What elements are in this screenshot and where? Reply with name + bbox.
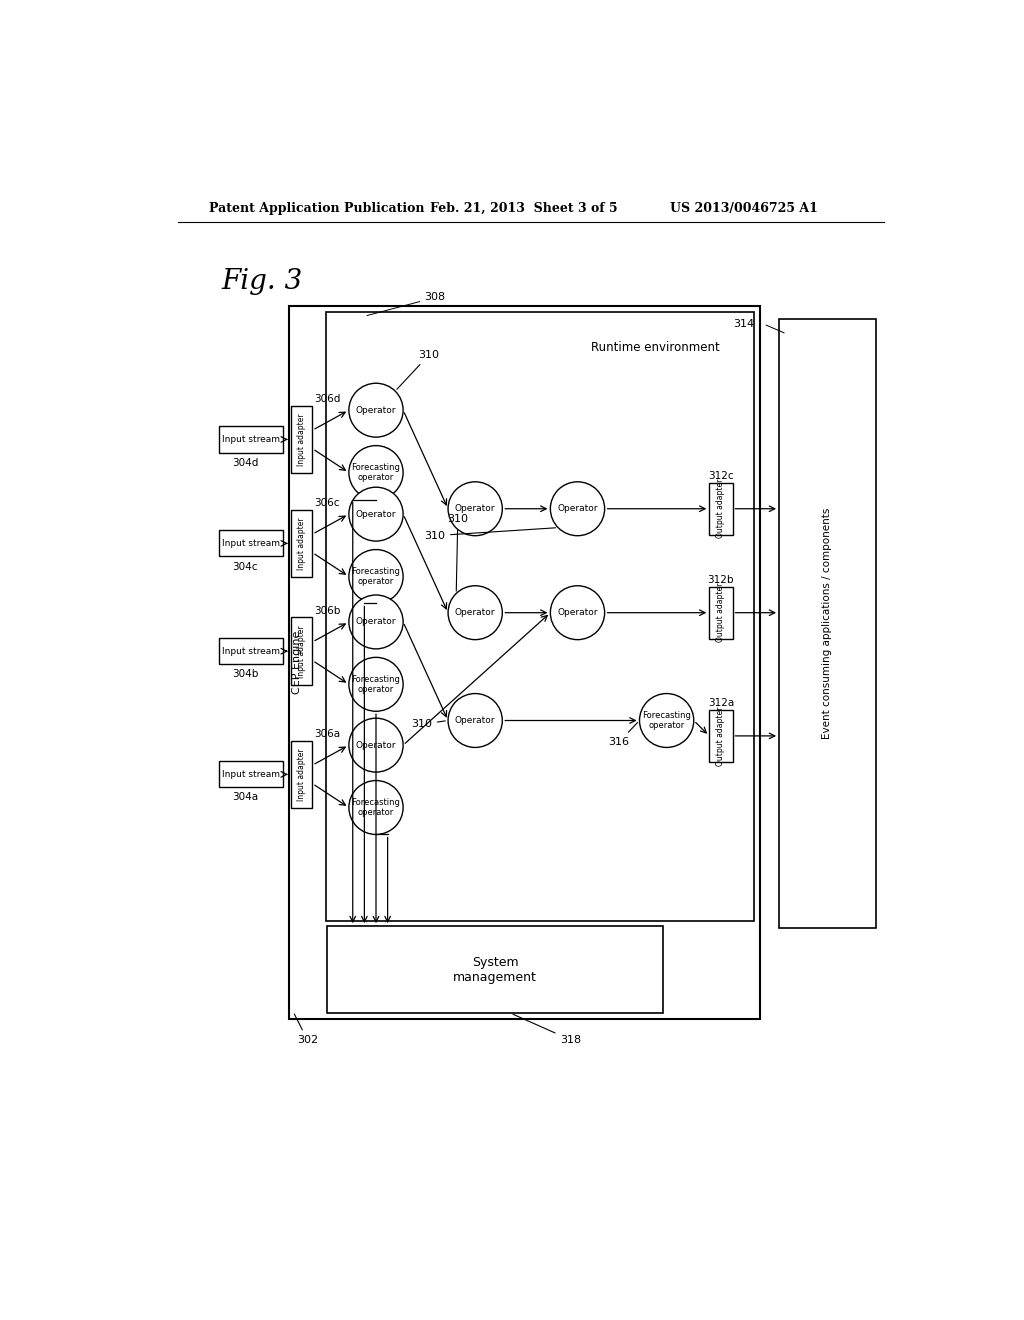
Text: 306a: 306a (314, 730, 340, 739)
Text: Input stream: Input stream (222, 770, 281, 779)
Text: Operator: Operator (355, 405, 396, 414)
Text: System
management: System management (453, 956, 537, 983)
Bar (291, 741, 312, 808)
Bar (219, 426, 283, 453)
Text: Output adapter: Output adapter (717, 583, 725, 643)
Text: 306c: 306c (314, 499, 340, 508)
Bar (291, 618, 312, 685)
Text: Forecasting
operator: Forecasting operator (351, 797, 400, 817)
Bar (710, 710, 732, 762)
Text: Operator: Operator (355, 618, 396, 627)
Circle shape (550, 482, 604, 536)
Circle shape (640, 693, 693, 747)
Circle shape (349, 446, 403, 499)
Text: 304d: 304d (231, 458, 258, 467)
Text: Forecasting
operator: Forecasting operator (351, 675, 400, 694)
Text: US 2013/0046725 A1: US 2013/0046725 A1 (671, 202, 818, 215)
Text: 316: 316 (608, 722, 638, 747)
Circle shape (349, 549, 403, 603)
Bar (710, 586, 732, 639)
Bar (219, 531, 283, 557)
Text: 304a: 304a (232, 792, 258, 803)
Text: 310: 310 (424, 528, 556, 541)
Bar (219, 762, 283, 788)
Text: Input adapter: Input adapter (297, 413, 306, 466)
Circle shape (349, 487, 403, 541)
Text: Operator: Operator (557, 504, 598, 513)
Text: Operator: Operator (455, 609, 496, 618)
Text: Input stream: Input stream (222, 539, 281, 548)
Circle shape (349, 780, 403, 834)
Text: Operator: Operator (455, 504, 496, 513)
Text: 312b: 312b (708, 574, 734, 585)
Circle shape (449, 586, 503, 640)
Text: Feb. 21, 2013  Sheet 3 of 5: Feb. 21, 2013 Sheet 3 of 5 (430, 202, 617, 215)
Text: Event consuming applications / components: Event consuming applications / component… (822, 508, 833, 739)
Text: 318: 318 (513, 1014, 582, 1045)
Text: Output adapter: Output adapter (717, 479, 725, 539)
Text: Operator: Operator (455, 715, 496, 725)
Circle shape (349, 718, 403, 772)
Bar (328, 927, 663, 1014)
Bar (710, 483, 732, 535)
Text: 310: 310 (397, 350, 439, 389)
Circle shape (349, 657, 403, 711)
Text: 312a: 312a (708, 698, 734, 708)
Circle shape (550, 586, 604, 640)
Bar (219, 638, 283, 664)
Bar (326, 313, 755, 921)
Text: 304b: 304b (231, 669, 258, 680)
Text: 312c: 312c (708, 471, 733, 480)
Bar (779, 318, 876, 928)
Circle shape (349, 383, 403, 437)
Text: 310: 310 (411, 719, 445, 730)
Text: Output adapter: Output adapter (717, 706, 725, 766)
Text: 310: 310 (447, 513, 468, 591)
Text: 304c: 304c (232, 561, 258, 572)
Text: Input stream: Input stream (222, 436, 281, 444)
Text: Operator: Operator (355, 741, 396, 750)
Text: Operator: Operator (355, 510, 396, 519)
Text: 306d: 306d (314, 395, 340, 404)
Circle shape (449, 693, 503, 747)
Bar (291, 510, 312, 577)
Bar (289, 306, 760, 1019)
Text: 306b: 306b (314, 606, 340, 616)
Text: Runtime environment: Runtime environment (591, 341, 720, 354)
Text: Forecasting
operator: Forecasting operator (351, 463, 400, 482)
Text: Patent Application Publication: Patent Application Publication (209, 202, 425, 215)
Text: Input adapter: Input adapter (297, 517, 306, 570)
Text: Input stream: Input stream (222, 647, 281, 656)
Circle shape (349, 595, 403, 649)
Text: 302: 302 (294, 1014, 318, 1045)
Text: Input adapter: Input adapter (297, 624, 306, 677)
Text: 314: 314 (733, 319, 755, 329)
Text: 308: 308 (424, 292, 445, 302)
Text: Fig. 3: Fig. 3 (221, 268, 302, 296)
Text: Operator: Operator (557, 609, 598, 618)
Text: Input adapter: Input adapter (297, 748, 306, 801)
Text: Forecasting
operator: Forecasting operator (351, 566, 400, 586)
Bar (291, 405, 312, 474)
Text: CEP Engine: CEP Engine (292, 631, 302, 694)
Circle shape (449, 482, 503, 536)
Text: Forecasting
operator: Forecasting operator (642, 710, 691, 730)
